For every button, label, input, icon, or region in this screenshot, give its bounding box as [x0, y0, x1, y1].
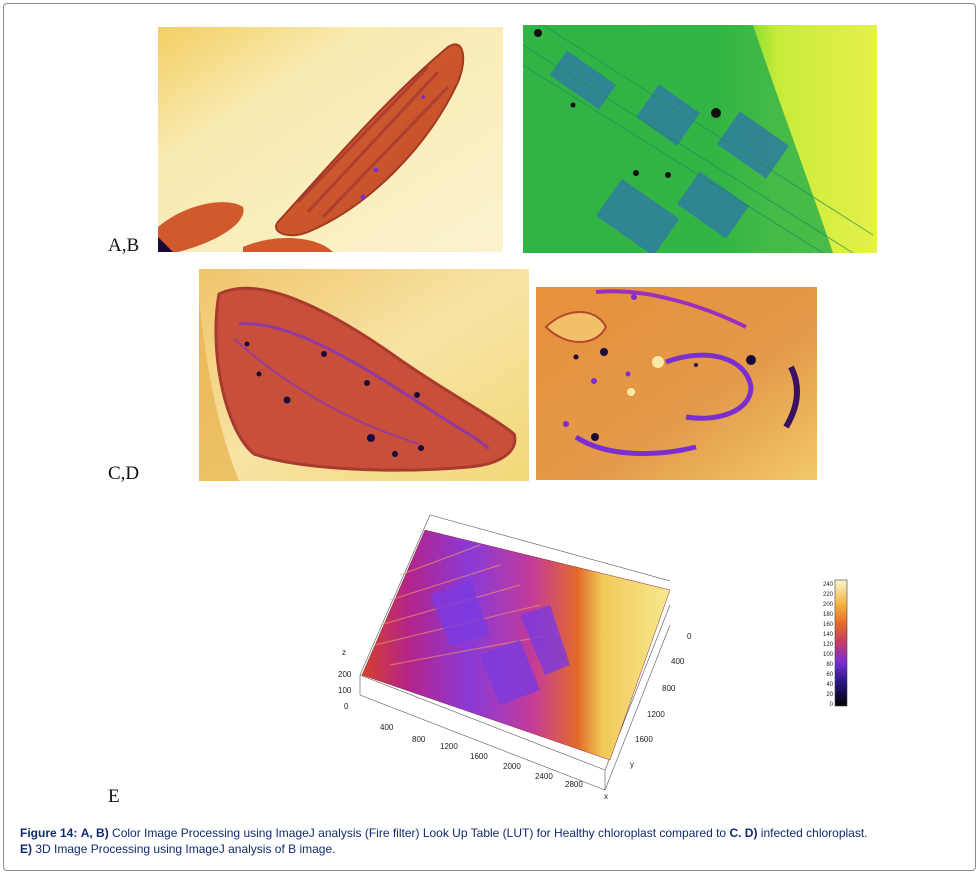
y-ticks-overlay: 0 400 800 1200 1600 y — [630, 630, 720, 770]
y-tick-800-label: 800 — [662, 684, 676, 693]
cb-tick-140: 140 — [823, 632, 834, 638]
y-tick-0-label: 0 — [687, 632, 692, 641]
x-tick-1600: 1600 — [470, 752, 488, 761]
surface-plot-e: z 200 100 0 400 800 1200 1600 2000 2400 … — [330, 505, 670, 805]
z-tick-0: 0 — [344, 702, 349, 711]
cb-tick-220: 220 — [823, 592, 834, 598]
label-e: E — [108, 786, 120, 807]
caption-text-2: infected chloroplast. — [760, 826, 868, 840]
label-ab: A,B — [108, 235, 140, 256]
cb-tick-40: 40 — [826, 682, 833, 688]
cb-tick-100: 100 — [823, 652, 834, 658]
y-tick-1600-label: 1600 — [635, 735, 653, 744]
colorbar: 0 20 40 60 80 100 120 140 160 180 200 22… — [815, 578, 855, 710]
x-tick-2800: 2800 — [565, 780, 583, 789]
cb-tick-80: 80 — [826, 662, 833, 668]
image-panel-a — [158, 27, 503, 252]
caption-text-3: 3D Image Processing using ImageJ analysi… — [35, 842, 336, 856]
x-tick-1200: 1200 — [440, 742, 458, 751]
x-tick-2000: 2000 — [503, 762, 521, 771]
image-panel-b — [523, 25, 877, 253]
figure-caption: Figure 14: A, B) Color Image Processing … — [20, 825, 970, 857]
cb-tick-120: 120 — [823, 642, 834, 648]
x-tick-800: 800 — [412, 735, 426, 744]
cb-tick-0: 0 — [830, 702, 834, 708]
label-cd: C,D — [108, 463, 140, 484]
image-panel-d — [536, 287, 817, 480]
cb-tick-200: 200 — [823, 602, 834, 608]
x-tick-2400: 2400 — [535, 772, 553, 781]
y-tick-400-label: 400 — [671, 657, 685, 666]
y-tick-1200-label: 1200 — [647, 710, 665, 719]
z-tick-200: 200 — [338, 670, 352, 679]
caption-cd: C. D) — [729, 826, 758, 840]
z-axis-label: z — [342, 648, 346, 657]
cb-tick-180: 180 — [823, 612, 834, 618]
caption-e: E) — [20, 842, 32, 856]
caption-ab: A, B) — [80, 826, 109, 840]
z-tick-100: 100 — [338, 686, 352, 695]
image-panel-c — [199, 269, 529, 481]
cb-tick-240: 240 — [823, 582, 834, 588]
x-axis-label: x — [604, 792, 608, 801]
cb-tick-60: 60 — [826, 672, 833, 678]
cb-tick-160: 160 — [823, 622, 834, 628]
caption-lead: Figure 14: — [20, 826, 78, 840]
cb-tick-20: 20 — [826, 692, 833, 698]
caption-text-1: Color Image Processing using ImageJ anal… — [112, 826, 727, 840]
x-tick-400: 400 — [380, 723, 394, 732]
y-axis-label-text: y — [630, 760, 634, 769]
